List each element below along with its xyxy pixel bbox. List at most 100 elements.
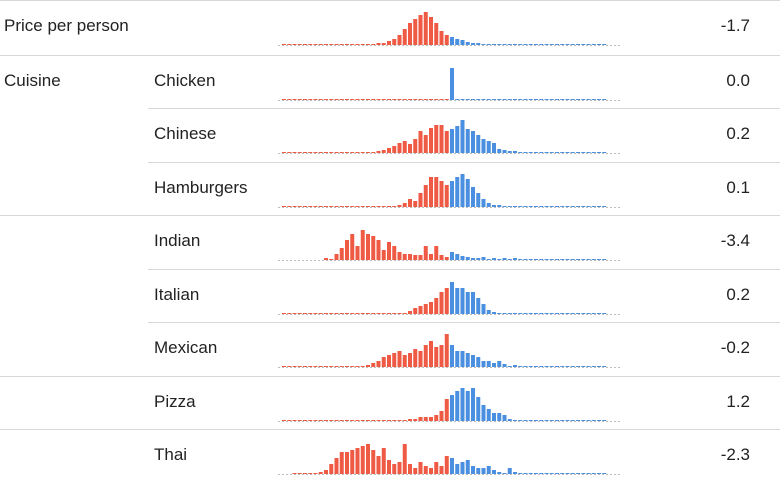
positive-bar (586, 366, 591, 367)
positive-bar (555, 473, 559, 474)
positive-bar (513, 44, 517, 45)
negative-bar (376, 313, 381, 314)
positive-bar (586, 313, 591, 314)
positive-bar (544, 152, 549, 153)
positive-bar (591, 206, 596, 207)
positive-bar (570, 420, 575, 421)
positive-bar (570, 366, 575, 367)
negative-bar (303, 152, 307, 153)
negative-bar (324, 152, 328, 153)
negative-bar (313, 473, 318, 474)
negative-bar (429, 17, 433, 45)
negative-bar (413, 99, 418, 100)
negative-bar (397, 313, 402, 314)
negative-bar (418, 99, 423, 100)
positive-bar (581, 313, 586, 314)
positive-bar (560, 473, 565, 474)
negative-bar (408, 311, 412, 314)
positive-bar (460, 351, 465, 367)
negative-bar (350, 44, 355, 45)
positive-bar (549, 473, 554, 474)
positive-bar (565, 313, 570, 314)
coefficient-value: 0.1 (726, 178, 750, 197)
negative-bar (376, 420, 381, 421)
negative-bar (392, 464, 397, 474)
positive-bar (518, 152, 523, 153)
positive-bar (481, 304, 486, 314)
negative-bar (313, 366, 318, 367)
positive-bar (518, 259, 523, 260)
positive-bar (465, 129, 470, 153)
negative-bar (387, 355, 391, 367)
positive-bar (544, 366, 549, 367)
negative-bar (381, 43, 386, 45)
positive-bar (581, 366, 586, 367)
positive-bar (502, 150, 507, 153)
negative-bar (339, 420, 344, 421)
positive-bar (555, 206, 559, 207)
negative-bar (387, 420, 391, 421)
positive-bar (460, 256, 465, 260)
positive-bar (450, 252, 454, 260)
positive-bar (555, 259, 559, 260)
positive-bar (586, 99, 591, 100)
negative-bar (444, 99, 449, 100)
negative-bar (297, 44, 302, 45)
positive-bar (450, 345, 454, 367)
positive-bar (481, 99, 486, 100)
negative-bar (423, 135, 428, 153)
negative-bar (355, 313, 360, 314)
positive-bar (455, 351, 460, 367)
positive-bar (513, 99, 517, 100)
positive-bar (465, 257, 470, 260)
positive-bar (481, 361, 486, 367)
positive-bar (528, 206, 533, 207)
negative-bar (444, 131, 449, 153)
positive-bar (602, 259, 607, 260)
positive-bar (497, 99, 502, 100)
negative-bar (434, 347, 439, 367)
positive-bar (450, 68, 454, 100)
positive-bar (576, 206, 580, 207)
negative-bar (329, 366, 334, 367)
negative-bar (308, 206, 313, 207)
negative-bar (397, 462, 402, 474)
negative-bar (282, 206, 286, 207)
negative-bar (439, 466, 444, 474)
negative-bar (324, 206, 328, 207)
negative-bar (413, 255, 418, 260)
negative-bar (318, 206, 323, 207)
negative-bar (387, 99, 391, 100)
negative-bar (350, 152, 355, 153)
positive-bar (465, 42, 470, 45)
negative-bar (423, 99, 428, 100)
positive-bar (586, 44, 591, 45)
positive-bar (502, 313, 507, 314)
positive-bar (492, 470, 496, 474)
positive-bar (591, 259, 596, 260)
positive-bar (513, 206, 517, 207)
negative-bar (402, 99, 407, 100)
negative-bar (371, 420, 376, 421)
negative-bar (282, 420, 286, 421)
negative-bar (324, 99, 328, 100)
coefficient-value: 0.2 (726, 124, 750, 143)
negative-bar (418, 15, 423, 45)
negative-bar (376, 240, 381, 260)
positive-bar (465, 353, 470, 367)
positive-bar (544, 259, 549, 260)
positive-bar (465, 99, 470, 100)
positive-bar (486, 44, 491, 45)
negative-bar (366, 444, 370, 474)
negative-bar (392, 39, 397, 45)
category-label: Indian (154, 231, 201, 250)
negative-bar (387, 242, 391, 260)
positive-bar (486, 141, 491, 153)
positive-bar (591, 313, 596, 314)
positive-bar (507, 366, 512, 367)
positive-bar (597, 99, 601, 100)
negative-bar (313, 206, 318, 207)
positive-bar (513, 365, 517, 367)
positive-bar (497, 205, 502, 207)
positive-bar (570, 259, 575, 260)
